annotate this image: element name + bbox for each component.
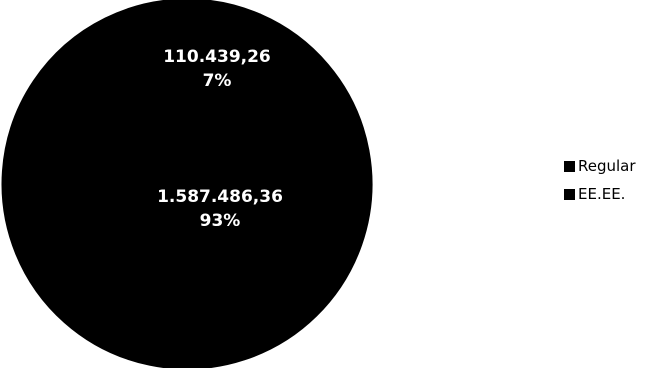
legend-label-regular: Regular [578,157,636,175]
legend-label-ee-ee: EE.EE. [578,185,626,203]
pie-data-labels: 1.587.486,36 93% 110.439,26 7% [157,47,283,231]
data-label-value-ee-ee: 110.439,26 [163,47,271,67]
legend: Regular EE.EE. [564,154,636,210]
pie-slices [1,0,373,368]
legend-swatch-regular [564,160,575,172]
legend-item-regular: Regular [564,154,636,178]
data-label-regular: 1.587.486,36 93% [157,187,283,231]
data-label-ee-ee: 110.439,26 7% [163,47,271,91]
data-label-percent-ee-ee: 7% [203,71,232,91]
legend-swatch-ee-ee [564,188,575,200]
pie-slice-ee-ee [186,0,262,185]
data-label-percent-regular: 93% [200,211,241,231]
legend-item-ee-ee: EE.EE. [564,182,636,206]
data-label-value-regular: 1.587.486,36 [157,187,283,207]
